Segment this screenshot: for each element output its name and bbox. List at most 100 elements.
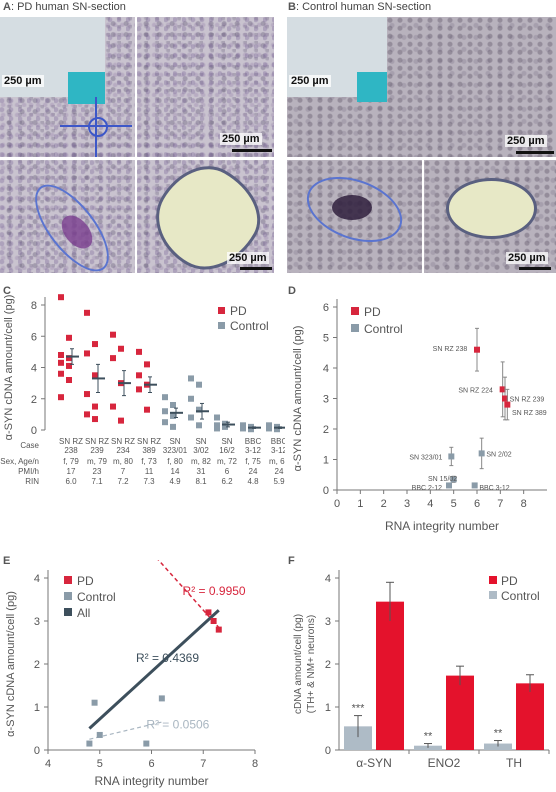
scale-label-a2: 250 µm [220, 133, 262, 145]
sex-age-label: m, 82 [191, 457, 212, 466]
significance-label: ** [494, 728, 503, 740]
data-point [504, 401, 511, 408]
data-point [162, 419, 168, 426]
data-point [266, 422, 272, 429]
data-point [170, 402, 176, 408]
bar [516, 683, 544, 750]
y-tick-label: 6 [323, 302, 329, 314]
legend-swatch [351, 324, 359, 332]
data-point [162, 408, 168, 415]
y-tick-label: 6 [31, 331, 37, 343]
crosshair-v [95, 97, 97, 157]
y-tick-label: 0 [31, 425, 37, 437]
data-point [110, 355, 116, 362]
point-label: BBC 2-12 [412, 485, 442, 492]
point-label: SN RZ 239 [510, 397, 545, 404]
data-point [240, 422, 246, 429]
row-label: Sex, Age/n [0, 457, 39, 466]
case-label: BBC [245, 437, 262, 446]
y-tick-label: 2 [31, 394, 37, 406]
data-point [215, 626, 222, 633]
legend-label: Control [501, 589, 540, 603]
panel-e-letter: E [3, 555, 11, 567]
legend-swatch [489, 576, 497, 584]
data-point [110, 331, 116, 338]
panel-a-neuron-before [0, 160, 135, 273]
data-point [58, 352, 64, 358]
panel-b-neuron-before [287, 160, 422, 273]
inset-cyan [68, 72, 105, 104]
panel-d-label: D [288, 285, 296, 297]
rin-label: 6.0 [65, 477, 77, 486]
sex-age-label: m, 79 [87, 457, 108, 466]
x-tick-label: 6 [148, 758, 154, 770]
case-label: 16/2 [219, 446, 235, 455]
data-point [446, 482, 452, 489]
bar [446, 675, 474, 750]
data-point [92, 416, 98, 423]
y-tick-label: 5 [323, 333, 329, 345]
data-point [143, 740, 150, 747]
point-label: BBC 3-12 [479, 485, 509, 492]
data-point [118, 417, 124, 424]
pmi-label: 17 [67, 467, 76, 476]
fit-line [89, 721, 162, 740]
data-point [84, 391, 90, 398]
y-tick-label: 2 [323, 424, 329, 436]
pmi-label: 14 [171, 467, 180, 476]
data-point [448, 453, 455, 460]
scale-label-b2: 250 µm [505, 135, 547, 147]
data-point [499, 386, 506, 393]
data-point [222, 423, 228, 430]
y-axis-label: cDNA amount/cell (pg) [293, 614, 304, 714]
neuron-crosshair [88, 117, 108, 137]
fit-label: R² = 0.9950 [183, 584, 246, 598]
data-point [91, 699, 98, 706]
bar [344, 726, 372, 750]
data-point [170, 412, 176, 419]
x-axis-label: RNA integrity number [385, 519, 499, 533]
legend-label: Control [230, 319, 269, 333]
panel-a-title: : PD human SN-section [10, 1, 126, 13]
panel-f-letter: F [288, 555, 295, 567]
legend-swatch [351, 307, 359, 315]
panel-b-label: B: Control human SN-section [288, 1, 431, 13]
case-label: 3-12 [245, 446, 262, 455]
x-axis-label: RNA integrity number [94, 774, 208, 788]
sex-age-label: f, 73 [141, 457, 157, 466]
data-point [450, 476, 457, 483]
legend-swatch [218, 322, 225, 329]
data-point [84, 411, 90, 418]
data-point [66, 362, 72, 369]
x-tick-label: 3 [404, 498, 410, 510]
legend-swatch [64, 608, 72, 616]
panel-f-label: F [288, 555, 295, 567]
data-point [58, 359, 64, 366]
data-point [162, 394, 168, 401]
fit-label: R² = 0.0506 [146, 718, 209, 732]
data-point [188, 395, 194, 402]
point-label: SN RZ 389 [512, 410, 547, 417]
row-label: PMI/h [18, 467, 39, 476]
data-point [158, 695, 165, 702]
data-point [136, 386, 142, 393]
case-label: 239 [90, 446, 104, 455]
sex-age-label: m, 63 [269, 457, 285, 466]
data-point [196, 422, 202, 429]
y-axis-label: α-SYN cDNA amount/cell (pg) [3, 295, 15, 441]
data-point [240, 425, 246, 432]
x-tick-label: 5 [97, 758, 103, 770]
panel-b-title: : Control human SN-section [295, 1, 432, 13]
y-tick-label: 1 [34, 702, 40, 714]
y-tick-label: 2 [34, 659, 40, 671]
scale-bar-b2 [516, 151, 554, 154]
panel-b-letter: B [288, 1, 296, 13]
chart-f: 0 1 2 3 4 cDNA amount/cell (pg) (TH+ & NM+ neu… [293, 570, 550, 770]
data-point [205, 609, 212, 616]
rin-label: 4.9 [169, 477, 181, 486]
x-category-label: TH [506, 756, 522, 770]
rin-label: 5.9 [273, 477, 285, 486]
y-tick-label: 0 [325, 745, 331, 757]
scale-bar-a2 [232, 149, 272, 152]
scale-label-b3: 250 µm [506, 252, 548, 264]
